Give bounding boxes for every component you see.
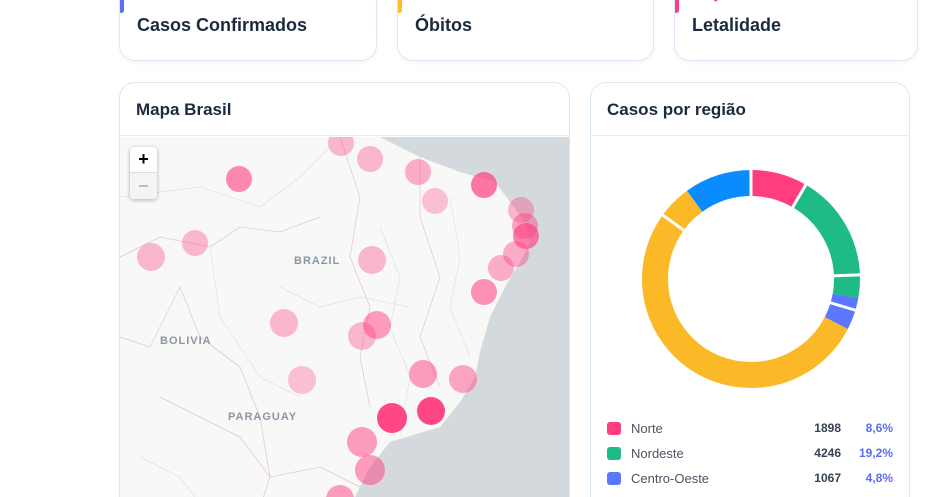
accent-bar bbox=[675, 0, 679, 13]
stat-value: 1.223 bbox=[415, 0, 503, 3]
map-canvas bbox=[120, 137, 569, 497]
region-donut-chart bbox=[642, 169, 862, 388]
stat-value: 22.109 bbox=[137, 0, 244, 3]
legend-swatch bbox=[607, 471, 621, 485]
slice-nordeste bbox=[642, 170, 860, 388]
map-label-brazil: BRAZIL bbox=[294, 255, 341, 267]
stat-label: Letalidade bbox=[692, 15, 782, 35]
accent-bar bbox=[120, 0, 124, 13]
map-panel-title: Mapa Brasil bbox=[120, 83, 569, 136]
region-panel-title: Casos por região bbox=[591, 83, 909, 136]
stat-card-deaths: 1.223 Óbitos bbox=[397, 0, 654, 61]
legend-item-nordeste: Nordeste 4246 19,2% bbox=[607, 443, 893, 463]
stat-card-lethality: 5,5% Letalidade bbox=[674, 0, 918, 61]
legend-name: Nordeste bbox=[631, 445, 684, 461]
stat-value: 5,5% bbox=[692, 0, 772, 3]
map-zoom-control: + − bbox=[130, 147, 157, 199]
stat-label: Óbitos bbox=[415, 15, 472, 35]
legend-name: Centro-Oeste bbox=[631, 470, 710, 486]
legend-item-centro-oeste: Centro-Oeste 1067 4,8% bbox=[607, 468, 893, 488]
accent-bar bbox=[398, 0, 402, 13]
legend-count: 4246 bbox=[814, 446, 841, 460]
region-panel: Casos por região Norte 1898 bbox=[590, 82, 910, 497]
legend-swatch bbox=[607, 421, 621, 435]
legend-name: Norte bbox=[631, 420, 663, 436]
legend-count: 1067 bbox=[814, 471, 841, 485]
zoom-in-button[interactable]: + bbox=[130, 147, 157, 173]
brazil-map[interactable]: BRAZIL BOLIVIA PARAGUAY + − bbox=[120, 137, 569, 497]
legend-pct: 4,8% bbox=[865, 471, 893, 485]
legend-pct: 19,2% bbox=[858, 446, 893, 460]
map-panel: Mapa Brasil bbox=[119, 82, 570, 497]
legend-item-norte: Norte 1898 8,6% bbox=[607, 418, 893, 438]
case-markers bbox=[137, 137, 539, 497]
legend-swatch bbox=[607, 446, 621, 460]
slice-sudeste bbox=[642, 170, 860, 388]
legend-item-sudeste bbox=[607, 493, 893, 497]
stat-label: Casos Confirmados bbox=[137, 15, 308, 35]
legend-pct: 8,6% bbox=[865, 421, 893, 435]
zoom-out-button[interactable]: − bbox=[130, 173, 157, 199]
stat-card-confirmed: 22.109 Casos Confirmados bbox=[119, 0, 377, 61]
map-label-bolivia: BOLIVIA bbox=[160, 335, 212, 347]
legend-count: 1898 bbox=[814, 421, 841, 435]
map-label-paraguay: PARAGUAY bbox=[228, 411, 298, 423]
